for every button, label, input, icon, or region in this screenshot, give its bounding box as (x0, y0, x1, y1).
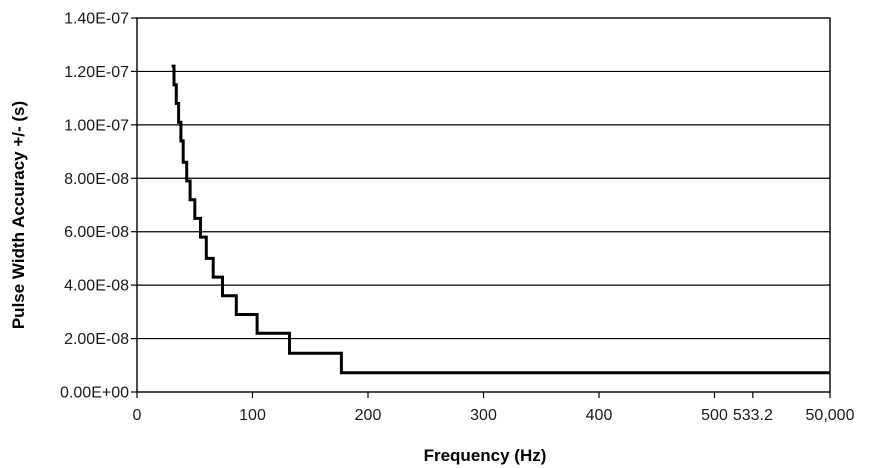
y-tick-label: 1.00E-07 (64, 117, 129, 134)
y-tick-label: 8.00E-08 (64, 171, 129, 188)
y-tick-label: 2.00E-08 (64, 331, 129, 348)
grid-lines (137, 70, 830, 340)
x-tick-label: 500 (701, 407, 728, 424)
y-tick-label: 1.20E-07 (64, 64, 129, 81)
x-axis-title: Frequency (Hz) (424, 446, 547, 465)
x-axis-ticks: 0 100 200 300 400 500 533.2 50,000 (133, 392, 855, 424)
x-tick-label: 200 (355, 407, 382, 424)
x-tick-label: 50,000 (806, 407, 855, 424)
y-axis-title: Pulse Width Accuracy +/- (s) (9, 101, 28, 329)
series-layer (171, 64, 830, 375)
y-tick-label: 6.00E-08 (64, 224, 129, 241)
plot-area-frame (136, 17, 831, 393)
x-tick-label: 400 (586, 407, 613, 424)
y-tick-label: 0.00E+00 (60, 385, 129, 402)
x-tick-label: 533.2 (733, 407, 773, 424)
x-tick-label: 100 (239, 407, 266, 424)
x-tick-label: 0 (133, 407, 142, 424)
x-tick-label: 300 (470, 407, 497, 424)
series-line (171, 64, 830, 375)
y-tick-label: 4.00E-08 (64, 278, 129, 295)
y-axis-ticks: 0.00E+00 2.00E-08 4.00E-08 6.00E-08 8.00E-08… (60, 11, 137, 402)
y-tick-label: 1.40E-07 (64, 11, 129, 28)
